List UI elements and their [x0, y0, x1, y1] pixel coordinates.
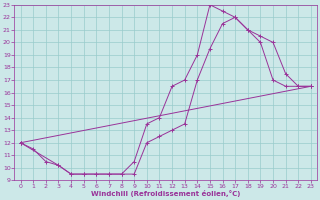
X-axis label: Windchill (Refroidissement éolien,°C): Windchill (Refroidissement éolien,°C) — [91, 190, 240, 197]
